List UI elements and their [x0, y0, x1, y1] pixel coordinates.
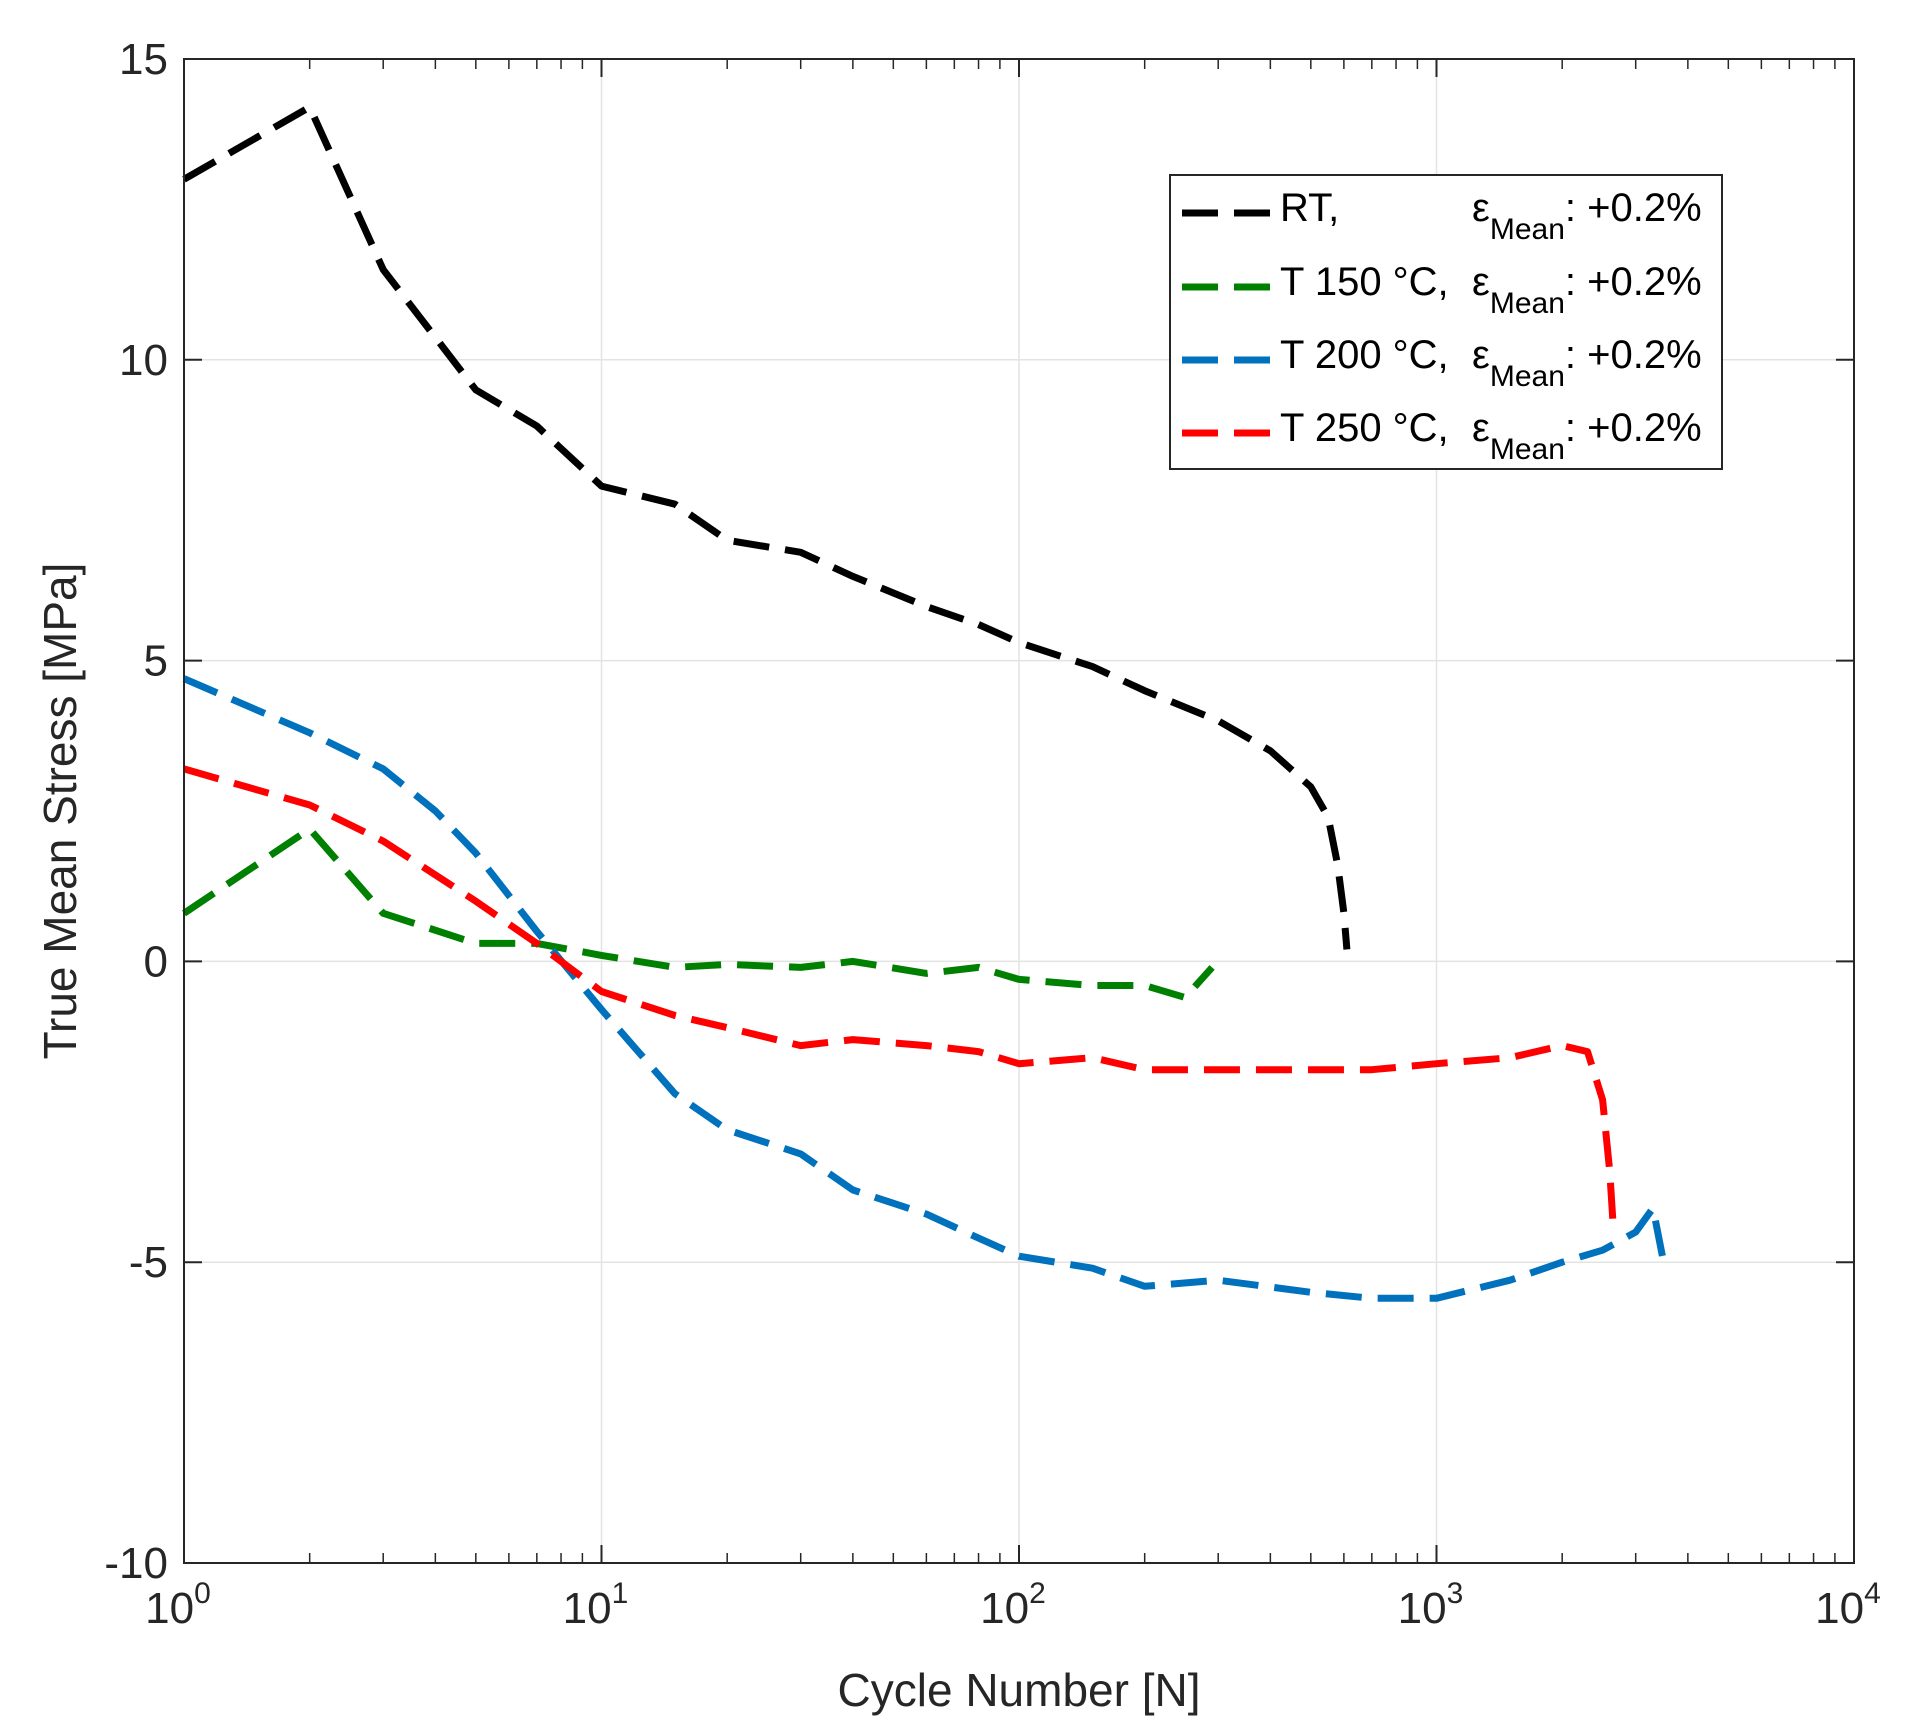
legend-strain: εMean: +0.2% — [1472, 186, 1702, 246]
legend-box — [1169, 174, 1723, 470]
legend-label: T 150 °C, — [1280, 260, 1449, 304]
x-tick-label: 100 — [145, 1577, 211, 1633]
legend: RT, εMean: +0.2% T 150 °C, εMean: +0.2% T 20… — [1169, 174, 1723, 470]
series-line-t-150-c — [182, 825, 1215, 1001]
series-line-rt — [182, 103, 1351, 950]
legend-label: T 200 °C, — [1280, 333, 1449, 377]
y-axis-label: True Mean Stress [MPa] — [34, 563, 86, 1060]
series-line-t-250-c — [183, 765, 1617, 1227]
x-axis-label: Cycle Number [N] — [838, 1664, 1201, 1716]
series-layer — [182, 103, 1668, 1302]
x-tick-label: 101 — [563, 1577, 629, 1633]
legend-label: T 250 °C, — [1280, 406, 1449, 450]
x-tick-label: 102 — [980, 1577, 1046, 1633]
y-tick-label: 5 — [144, 637, 168, 686]
legend-strain: εMean: +0.2% — [1472, 333, 1702, 393]
y-tick-label: -10 — [104, 1539, 168, 1588]
legend-strain: εMean: +0.2% — [1472, 406, 1702, 466]
tick-marks — [183, 58, 1855, 1564]
x-tick-label: 104 — [1815, 1577, 1881, 1633]
tick-labels: 100 101 102 103 104 15 10 5 0 -5 -10 — [104, 35, 1880, 1633]
y-tick-label: 15 — [119, 35, 168, 84]
y-tick-label: 10 — [119, 336, 168, 385]
x-tick-label: 103 — [1398, 1577, 1464, 1633]
legend-strain: εMean: +0.2% — [1472, 260, 1702, 320]
legend-label: RT, — [1280, 186, 1339, 230]
y-tick-label: -5 — [129, 1238, 168, 1287]
series-line-t-200-c — [182, 675, 1668, 1302]
y-tick-label: 0 — [144, 937, 168, 986]
